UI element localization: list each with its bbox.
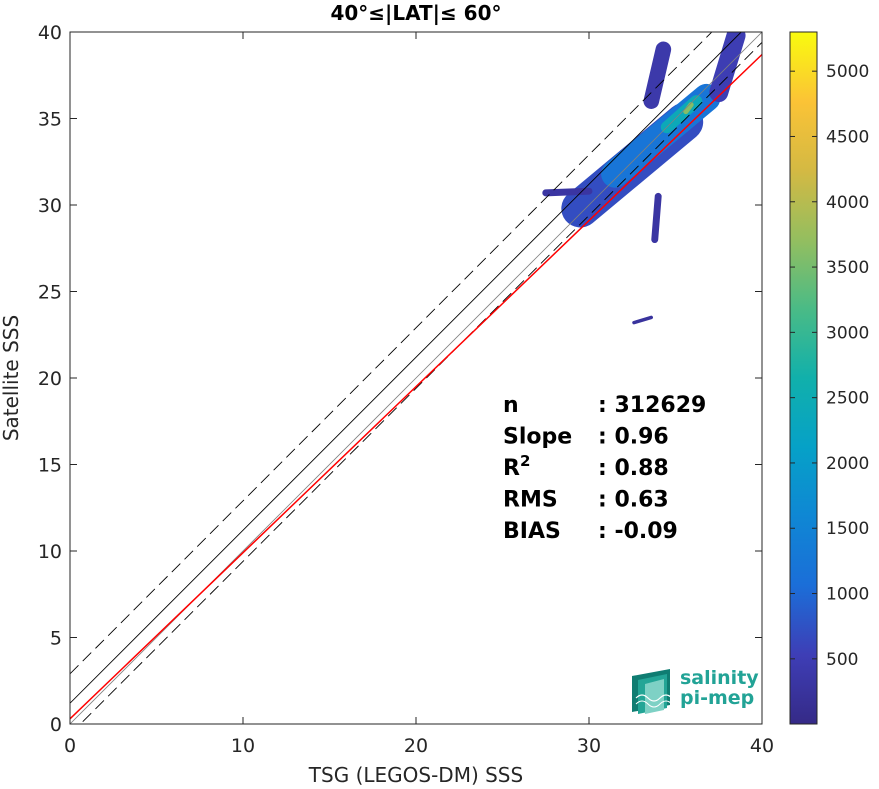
colorbar-tick-label: 3000 [826, 323, 869, 343]
stat-label: n [503, 393, 519, 418]
y-tick-label: 20 [38, 368, 62, 390]
logo-line-1: salinity [680, 667, 759, 689]
stat-value: : 0.96 [598, 425, 669, 450]
dashed-bound-line [70, 32, 713, 675]
x-tick-label: 40 [750, 735, 774, 757]
colorbar-tick-label: 5000 [826, 62, 869, 82]
x-tick-label: 20 [404, 735, 428, 757]
stat-value: : 0.88 [598, 456, 669, 481]
x-tick-label: 10 [231, 735, 255, 757]
stat-value: : 0.63 [598, 488, 669, 513]
colorbar-tick-label: 3500 [826, 258, 869, 278]
stat-label: R2 [503, 452, 530, 481]
colorbar [789, 31, 818, 725]
wave-logo-icon [632, 669, 673, 714]
regression-fit-line [70, 53, 762, 720]
colorbar-tick-label: 2000 [826, 454, 869, 474]
stat-value: : 312629 [598, 393, 706, 418]
x-axis-label: TSG (LEGOS-DM) SSS [308, 763, 523, 787]
colorbar-tick-label: 1500 [826, 519, 869, 539]
stat-label: RMS [503, 488, 558, 513]
colorbar-tick-label: 4500 [826, 127, 869, 147]
x-tick-label: 30 [577, 735, 601, 757]
colorbar-tick-label: 2500 [826, 389, 869, 409]
y-tick-label: 0 [50, 714, 62, 736]
stat-label: BIAS [503, 519, 561, 544]
x-axis-ticks: 0 10 20 30 40 [64, 32, 774, 757]
y-tick-label: 40 [38, 22, 62, 44]
chart-title: 40°≤|LAT|≤ 60° [330, 1, 501, 25]
y-axis-ticks: 0 5 10 15 20 25 30 35 40 [38, 22, 762, 736]
statistics-annotation: n : 312629 Slope : 0.96 R2 : 0.88 RMS : 0.63 BIA… [503, 393, 706, 544]
colorbar-tick-label: 1000 [826, 585, 869, 605]
stat-value: : -0.09 [598, 519, 678, 544]
dashed-bound-line [79, 42, 762, 724]
y-tick-label: 35 [38, 109, 62, 131]
colorbar-tick-label: 500 [826, 650, 858, 670]
offset-line [70, 32, 742, 704]
y-tick-label: 10 [38, 541, 62, 563]
logo-line-2: pi-mep [680, 687, 754, 709]
y-tick-label: 5 [50, 628, 62, 650]
density-region [643, 41, 672, 109]
density-region [683, 102, 694, 115]
density-region [651, 192, 662, 244]
salinity-pi-mep-logo: salinity pi-mep [632, 667, 759, 714]
y-tick-label: 15 [38, 455, 62, 477]
y-tick-label: 25 [38, 282, 62, 304]
colorbar-tick-label: 4000 [826, 193, 869, 213]
y-axis-label: Satellite SSS [0, 315, 23, 441]
density-region [632, 315, 654, 325]
x-tick-label: 0 [64, 735, 76, 757]
colorbar-ticks: 500 1000 1500 2000 2500 3000 3500 4000 4500 5000 [790, 62, 869, 670]
stat-label: Slope [503, 425, 572, 450]
y-tick-label: 30 [38, 195, 62, 217]
density-region [542, 187, 593, 197]
density-cloud [542, 32, 746, 325]
reference-lines [70, 32, 762, 724]
